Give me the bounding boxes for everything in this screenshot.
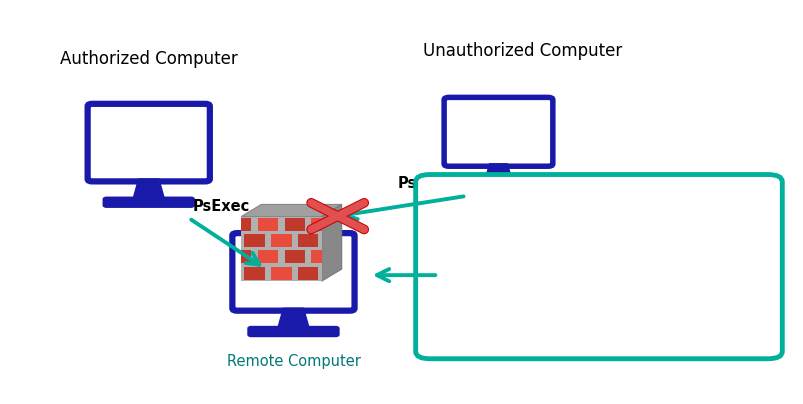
FancyBboxPatch shape: [232, 233, 354, 311]
Polygon shape: [484, 164, 512, 182]
Text: PsExec: PsExec: [397, 176, 454, 191]
FancyBboxPatch shape: [459, 181, 537, 188]
Text: Unauthorized Computer: Unauthorized Computer: [422, 42, 622, 59]
Bar: [241, 218, 251, 231]
Text: PsExec: PsExec: [192, 198, 250, 214]
Bar: [298, 234, 318, 247]
Bar: [284, 218, 304, 231]
Bar: [241, 217, 321, 281]
Bar: [244, 267, 264, 280]
Text: Remote Computer: Remote Computer: [226, 354, 360, 369]
Bar: [258, 218, 278, 231]
Bar: [241, 250, 251, 263]
Bar: [284, 250, 304, 263]
FancyBboxPatch shape: [249, 327, 337, 336]
Polygon shape: [132, 179, 165, 199]
FancyBboxPatch shape: [88, 104, 210, 181]
FancyBboxPatch shape: [443, 97, 552, 166]
Text: Security controls on the
remote computer only allow
PsExec to run from
authorize: Security controls on the remote computer…: [478, 224, 719, 309]
Bar: [258, 250, 278, 263]
Polygon shape: [321, 204, 341, 281]
FancyBboxPatch shape: [415, 175, 781, 359]
Bar: [271, 267, 291, 280]
Polygon shape: [241, 204, 341, 217]
Bar: [271, 234, 291, 247]
FancyBboxPatch shape: [104, 198, 194, 206]
Bar: [298, 267, 318, 280]
Text: Authorized Computer: Authorized Computer: [59, 50, 238, 67]
Bar: [244, 234, 264, 247]
Bar: [311, 218, 321, 231]
Bar: [311, 250, 321, 263]
Polygon shape: [277, 308, 309, 328]
